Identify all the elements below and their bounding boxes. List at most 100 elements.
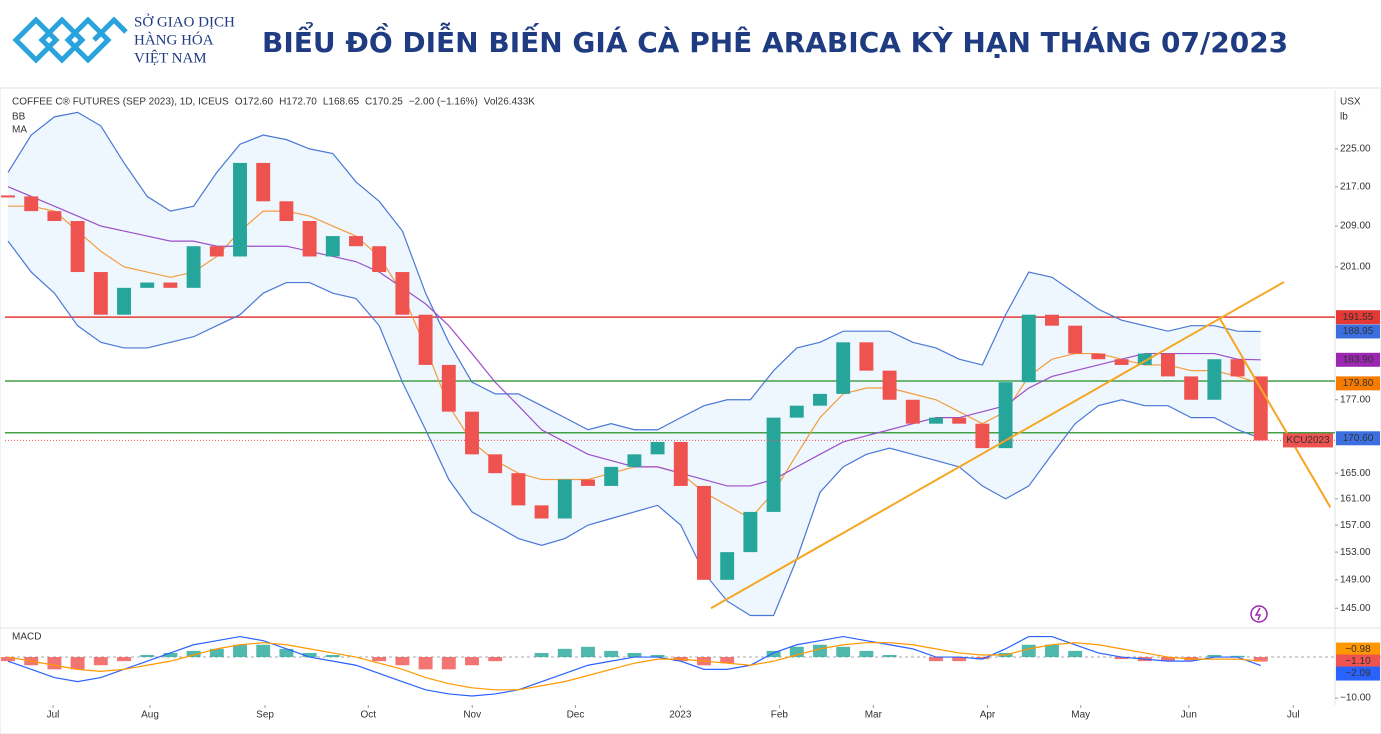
candle bbox=[836, 342, 851, 394]
price-tag: 191.55 bbox=[1343, 312, 1374, 323]
price-tag: −2.09 bbox=[1345, 668, 1371, 679]
indicator-label: BB bbox=[12, 112, 26, 123]
price-tag: 170.60 bbox=[1343, 433, 1374, 444]
candle bbox=[117, 287, 131, 315]
candle bbox=[70, 221, 85, 273]
histogram-bar bbox=[441, 657, 456, 670]
candle bbox=[1253, 376, 1268, 441]
logo-text: VIỆT NAM bbox=[134, 49, 207, 66]
histogram-bar bbox=[418, 657, 433, 670]
price-tag: −1.10 bbox=[1345, 656, 1371, 667]
bb-fill bbox=[8, 112, 1261, 616]
indicator-label: MA bbox=[12, 125, 27, 136]
price-tag-box bbox=[1336, 324, 1380, 339]
candle bbox=[418, 314, 433, 365]
candle bbox=[975, 423, 990, 449]
histogram-bar bbox=[1230, 655, 1245, 658]
symbol-tag: KCU2023 bbox=[1286, 435, 1330, 446]
trend-line bbox=[1218, 316, 1332, 508]
y-tick-label: 161.00 bbox=[1340, 493, 1371, 504]
price-tag: 183.90 bbox=[1343, 354, 1374, 365]
histogram-bar bbox=[766, 650, 781, 658]
candle bbox=[813, 393, 827, 406]
histogram-bar bbox=[325, 655, 340, 658]
y-tick-label: 157.00 bbox=[1340, 520, 1371, 531]
histogram-bar bbox=[256, 644, 271, 658]
histogram-bar bbox=[209, 648, 224, 658]
macd-line bbox=[7, 642, 1261, 691]
histogram-bar bbox=[372, 657, 387, 662]
x-tick-label: May bbox=[1071, 710, 1090, 721]
histogram-bar bbox=[581, 646, 595, 658]
y-tick-label: 165.00 bbox=[1340, 468, 1371, 479]
candle bbox=[789, 405, 804, 418]
candle bbox=[743, 511, 758, 553]
legend-info: H172.70 bbox=[279, 97, 317, 108]
legend-info: O172.60 bbox=[235, 97, 274, 108]
histogram-bar bbox=[1114, 657, 1129, 660]
y-tick-label: 201.00 bbox=[1340, 261, 1371, 272]
legend-info: Vol26.433K bbox=[484, 97, 535, 108]
candle bbox=[325, 236, 340, 257]
histogram-bar bbox=[650, 655, 665, 658]
x-tick-label: 2023 bbox=[669, 710, 692, 721]
candle bbox=[581, 479, 595, 486]
histogram-bar bbox=[1161, 657, 1175, 662]
candle bbox=[952, 417, 967, 424]
x-tick-label: Nov bbox=[463, 710, 481, 721]
unit-label: USX bbox=[1340, 97, 1361, 108]
histogram-bar bbox=[117, 657, 131, 662]
y-tick-label: 217.00 bbox=[1340, 181, 1371, 192]
candle bbox=[279, 201, 294, 222]
candle bbox=[604, 466, 619, 486]
candle bbox=[1184, 376, 1199, 400]
x-tick-label: Jul bbox=[1287, 710, 1300, 721]
candle bbox=[233, 162, 247, 257]
histogram-bar bbox=[1021, 644, 1036, 658]
candle bbox=[557, 479, 572, 519]
histogram-bar bbox=[163, 652, 178, 658]
price-tag-box bbox=[1336, 310, 1380, 325]
y-tick-label: 225.00 bbox=[1340, 144, 1371, 155]
x-tick-label: Jun bbox=[1181, 710, 1197, 721]
candle bbox=[1091, 353, 1106, 360]
candle bbox=[1137, 353, 1152, 365]
candle bbox=[673, 441, 688, 486]
legend-info: L168.65 bbox=[323, 97, 360, 108]
y-tick-label: 149.00 bbox=[1340, 574, 1371, 585]
histogram-bar bbox=[302, 652, 317, 658]
x-tick-label: Mar bbox=[865, 710, 883, 721]
y-tick-label: 177.00 bbox=[1340, 394, 1371, 405]
candle bbox=[697, 485, 711, 580]
histogram-bar bbox=[534, 652, 549, 658]
histogram-bar bbox=[70, 657, 85, 670]
price-tag-box bbox=[1336, 654, 1380, 669]
symbol-tag-box bbox=[1283, 433, 1333, 448]
x-tick-label: Apr bbox=[980, 710, 996, 721]
candle bbox=[209, 246, 224, 257]
candle bbox=[1045, 314, 1059, 326]
candle bbox=[534, 505, 549, 519]
indicator-line bbox=[7, 111, 1261, 431]
candle bbox=[256, 162, 271, 202]
histogram-bar bbox=[140, 655, 155, 658]
candle bbox=[1021, 314, 1036, 383]
y-tick-label: −10.00 bbox=[1340, 693, 1371, 704]
price-tag-box bbox=[1336, 431, 1380, 446]
histogram-bar bbox=[1207, 655, 1222, 658]
price-tag: −0.98 bbox=[1345, 644, 1371, 655]
unit-label: lb bbox=[1340, 112, 1348, 123]
histogram-bar bbox=[465, 657, 479, 666]
candle bbox=[302, 221, 317, 257]
candle bbox=[47, 211, 62, 222]
alert-icon[interactable] bbox=[1250, 605, 1268, 623]
candle bbox=[1207, 359, 1222, 400]
alert-icon-bolt bbox=[1254, 607, 1262, 621]
candle bbox=[372, 246, 387, 273]
logo-text: HÀNG HÓA bbox=[134, 31, 214, 48]
histogram-bar bbox=[47, 657, 62, 670]
x-tick-label: Dec bbox=[567, 710, 585, 721]
candle bbox=[511, 473, 526, 506]
legend-info: C170.25 bbox=[365, 97, 403, 108]
logo-mark bbox=[12, 16, 128, 64]
